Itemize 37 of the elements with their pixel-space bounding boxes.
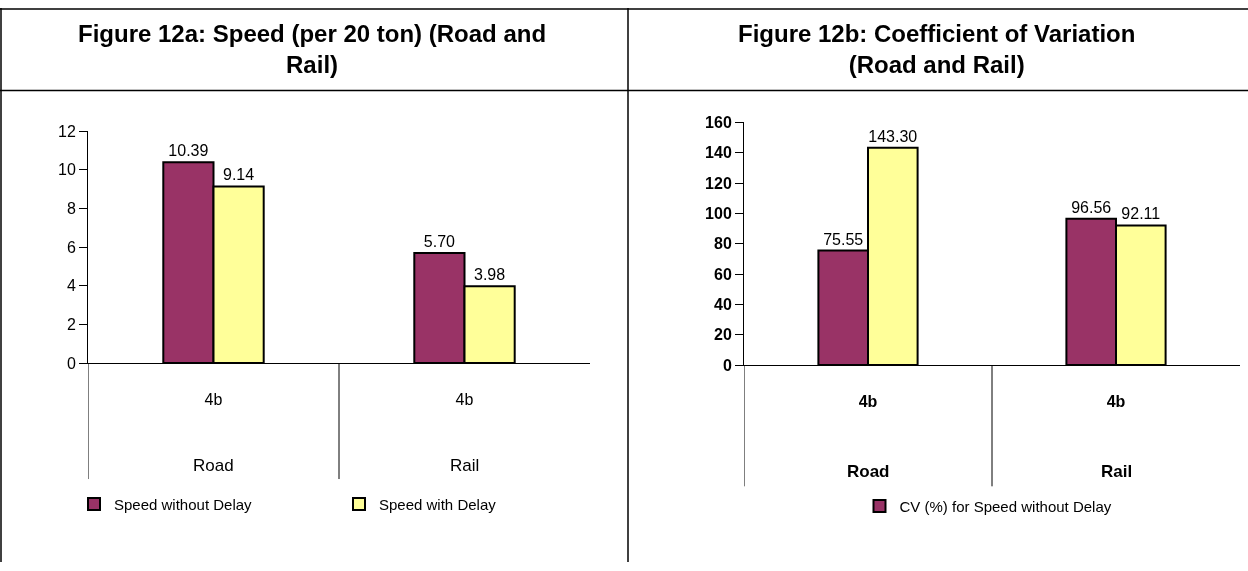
data-label: 9.14	[222, 166, 255, 184]
y-tick-label: 4	[66, 277, 76, 295]
y-tick-label: 12	[58, 122, 76, 140]
x-tick-label: 4b	[858, 393, 878, 411]
data-label: 143.30	[868, 127, 918, 145]
data-label: 75.55	[823, 230, 864, 248]
y-tick-label: 8	[66, 200, 76, 218]
text: Road	[847, 462, 890, 481]
data-label: 10.39	[168, 142, 209, 160]
y-tick-label: 100	[705, 205, 732, 223]
data-label: 3.98	[473, 266, 506, 284]
y-tick-label: 140	[705, 144, 732, 162]
y-tick-label: 0	[722, 356, 732, 374]
legend-label: CV (%) for Speed without Delay	[899, 497, 1112, 515]
legend-label: Speed without Delay	[114, 495, 253, 513]
data-label: 92.11	[1121, 205, 1161, 223]
text: Rail	[1101, 462, 1133, 481]
x-tick-label: 4b	[204, 391, 223, 409]
y-tick-label: 60	[714, 265, 732, 283]
y-tick-label: 2	[66, 316, 76, 334]
data-label: 96.56	[1071, 198, 1112, 216]
chart-title: Figure 12a: Speed (per 20 ton) (Road and Rail)	[78, 20, 547, 79]
y-tick-label: 10	[58, 161, 76, 179]
x-tick-label: 4b	[1106, 393, 1126, 411]
text: Rail	[450, 456, 480, 475]
y-tick-label: 20	[714, 326, 732, 344]
y-tick-label: 160	[705, 114, 732, 132]
legend-label: Speed with Delay	[379, 495, 497, 513]
data-label: 5.70	[423, 232, 456, 250]
x-tick-label: 4b	[455, 391, 474, 409]
y-tick-label: 120	[705, 174, 732, 192]
text: Road	[193, 456, 234, 475]
chart-title: Figure 12b: Coefficient of Variation (Road and Rail)	[738, 20, 1136, 79]
y-tick-label: 6	[66, 238, 76, 256]
y-tick-label: 80	[714, 235, 732, 253]
y-tick-label: 40	[714, 296, 732, 314]
y-tick-label: 0	[66, 354, 76, 372]
